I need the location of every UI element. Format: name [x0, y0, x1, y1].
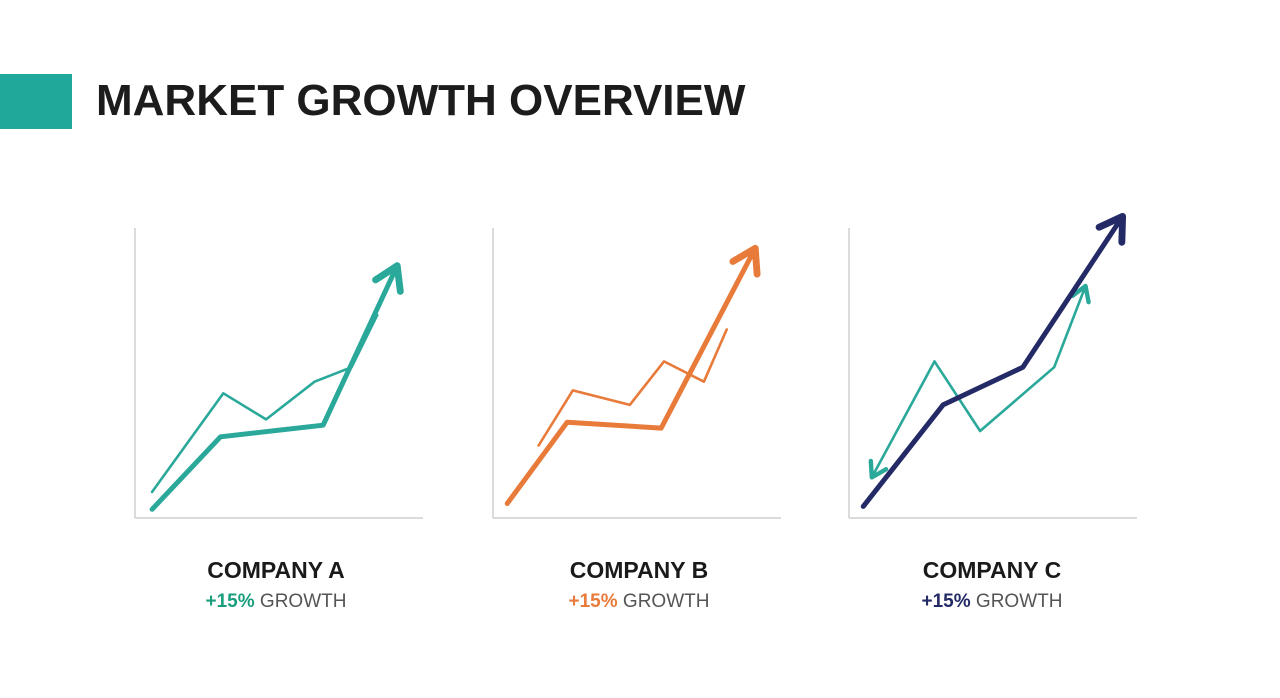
growth-stat: +15% GROWTH: [126, 589, 426, 615]
series-line-thin: [537, 328, 728, 447]
chart-company-a: [130, 220, 440, 530]
series-line-thin: [150, 313, 379, 494]
growth-word: GROWTH: [622, 591, 710, 612]
series-line-thick: [149, 263, 400, 512]
growth-value: +15%: [921, 591, 971, 612]
chart-company-b: [488, 220, 798, 530]
arrowhead-icon: [1095, 212, 1127, 246]
company-name: COMPANY A: [207, 557, 345, 583]
chart-label-company-c: COMPANY C +15% GROWTH: [842, 555, 1142, 615]
company-name: COMPANY C: [922, 557, 1062, 583]
growth-word: GROWTH: [259, 591, 347, 612]
series-line-thick: [504, 245, 758, 506]
arrowhead-icon: [372, 262, 404, 295]
growth-value: +15%: [205, 591, 255, 612]
title-accent-bar: [0, 74, 72, 129]
arrowhead-icon: [868, 458, 889, 480]
page-title: MARKET GROWTH OVERVIEW: [96, 76, 746, 125]
chart-label-company-a: COMPANY A +15% GROWTH: [126, 555, 426, 615]
growth-stat: +15% GROWTH: [489, 589, 789, 615]
growth-stat: +15% GROWTH: [842, 589, 1142, 615]
company-name: COMPANY B: [569, 557, 709, 583]
series-line-thick: [860, 213, 1126, 509]
chart-label-company-b: COMPANY B +15% GROWTH: [489, 555, 789, 615]
arrowhead-icon: [729, 244, 761, 278]
series-line-thin: [870, 284, 1087, 479]
chart-company-b-svg: [492, 228, 781, 519]
growth-value: +15%: [568, 591, 618, 612]
arrowhead-icon: [1070, 283, 1091, 305]
chart-company-c: [844, 212, 1154, 530]
growth-word: GROWTH: [975, 591, 1063, 612]
chart-company-c-svg: [848, 212, 1137, 519]
chart-company-a-svg: [134, 228, 423, 519]
